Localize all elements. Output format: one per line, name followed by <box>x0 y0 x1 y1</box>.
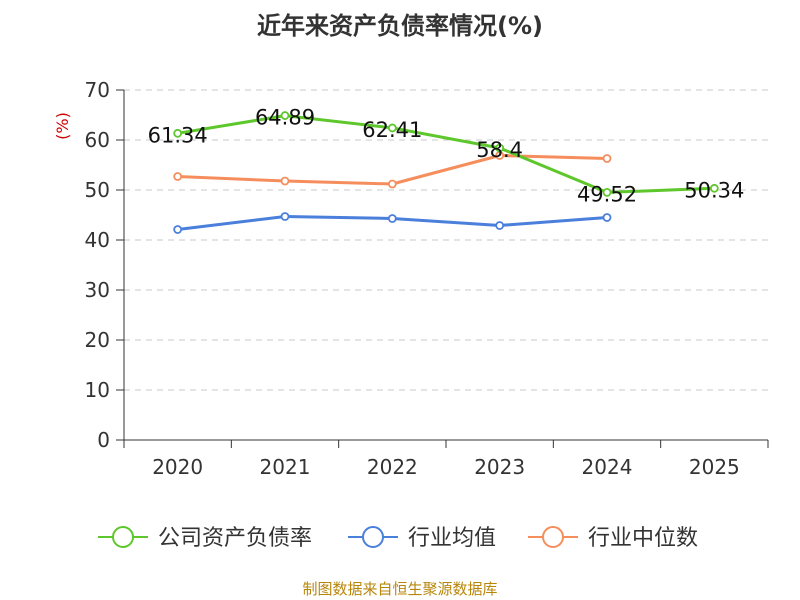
data-label: 49.52 <box>577 182 637 206</box>
data-label: 61.34 <box>148 123 208 147</box>
y-tick-label: 0 <box>97 428 110 452</box>
x-tick-label: 2024 <box>582 455 633 479</box>
data-label: 58.4 <box>476 138 523 162</box>
data-point <box>709 183 719 193</box>
legend-label: 行业均值 <box>408 526 496 551</box>
grid-lines <box>124 89 768 391</box>
y-tick-label: 40 <box>85 228 110 252</box>
data-label: 50.34 <box>684 178 744 202</box>
axes: 0 10 20 30 40 50 60 70 2020 2021 2022 2023 2024 2025 <box>85 78 769 479</box>
data-point <box>280 212 290 221</box>
legend-label: 公司资产负债率 <box>158 526 312 551</box>
legend-marker <box>542 526 564 548</box>
data-point <box>602 213 612 222</box>
legend-item[interactable]: 行业均值 <box>348 526 496 551</box>
legend-marker <box>362 526 384 548</box>
data-labels: 61.34 64.89 62.41 58.4 49.52 50.34 <box>148 106 745 207</box>
data-point <box>602 187 612 197</box>
data-point <box>387 214 397 223</box>
x-tick-label: 2021 <box>260 455 311 479</box>
legend-item[interactable]: 公司资产负债率 <box>98 526 312 551</box>
legend-marker <box>112 526 134 548</box>
data-point <box>602 154 612 163</box>
x-tick-label: 2023 <box>474 455 525 479</box>
data-point <box>173 172 183 181</box>
y-tick-label: 60 <box>85 128 110 152</box>
y-tick-label: 50 <box>85 178 110 202</box>
legend[interactable]: 公司资产负债率 行业均值 行业中位数 <box>98 526 698 551</box>
data-point <box>387 179 397 189</box>
source-note: 制图数据来自恒生聚源数据库 <box>302 580 498 598</box>
y-tick-label: 70 <box>85 78 110 102</box>
y-tick-label: 10 <box>85 378 110 402</box>
data-point <box>387 123 397 133</box>
chart-title: 近年来资产负债率情况(%) <box>257 12 543 40</box>
series-lines <box>173 111 719 234</box>
legend-label: 行业中位数 <box>588 526 698 551</box>
legend-item[interactable]: 行业中位数 <box>528 526 698 551</box>
data-label: 62.41 <box>362 118 422 142</box>
y-tick-label: 30 <box>85 278 110 302</box>
data-label: 64.89 <box>255 106 315 130</box>
data-point <box>495 221 505 230</box>
y-tick-label: 20 <box>85 328 110 352</box>
y-axis-unit-label: (%) <box>53 112 72 140</box>
data-point <box>173 225 183 234</box>
data-point <box>173 128 183 138</box>
data-point <box>280 111 290 120</box>
x-tick-label: 2025 <box>689 455 740 479</box>
data-point <box>280 176 290 186</box>
x-tick-label: 2020 <box>152 455 203 479</box>
data-point <box>495 143 505 153</box>
x-tick-label: 2022 <box>367 455 418 479</box>
series-line <box>177 114 715 194</box>
